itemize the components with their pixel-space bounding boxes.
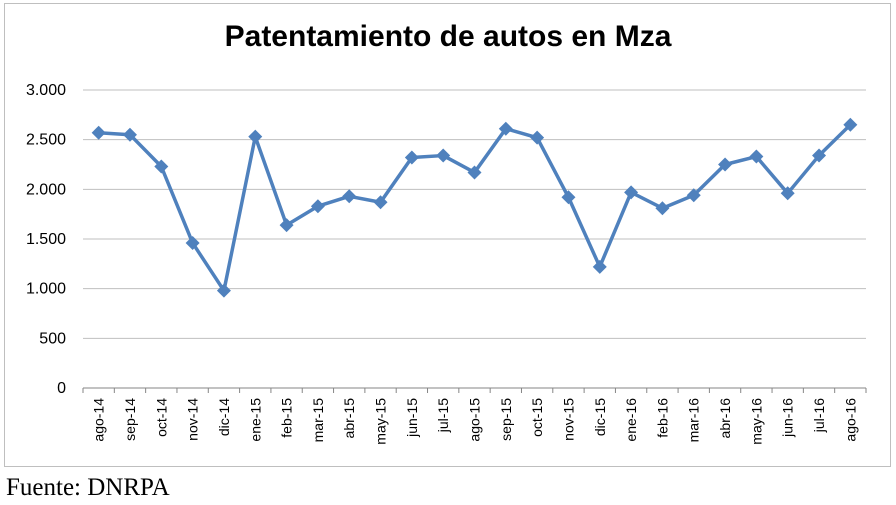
x-tick-label: jun-15: [404, 398, 420, 438]
x-tick-label: ago-15: [467, 398, 483, 442]
x-tick-label: nov-14: [185, 398, 201, 441]
series-line: [98, 123, 852, 293]
y-tick-label: 0: [57, 380, 66, 397]
data-point-marker: [655, 201, 670, 216]
data-point-marker: [843, 117, 858, 132]
chart-title: Patentamiento de autos en Mza: [224, 20, 672, 53]
data-point-marker: [592, 259, 607, 274]
x-tick-label: nov-15: [560, 398, 576, 441]
data-point-marker: [749, 149, 764, 164]
x-tick-label: sep-15: [498, 398, 514, 441]
data-point-marker: [780, 186, 795, 201]
data-point-marker: [686, 188, 701, 203]
x-axis-ticks: ago-14 sep-14 oct-14 nov-14 dic-14 ene-15 feb-…: [82, 388, 867, 445]
data-point-marker: [404, 150, 419, 165]
x-tick-label: may-15: [373, 398, 389, 445]
y-tick-label: 1.500: [26, 231, 66, 248]
x-tick-label: abr-15: [341, 398, 357, 439]
x-tick-label: sep-14: [122, 398, 138, 441]
x-tick-label: feb-15: [279, 398, 295, 438]
data-point-marker: [530, 130, 545, 145]
source-note: Fuente: DNRPA: [6, 474, 170, 501]
x-tick-label: ago-14: [91, 398, 107, 442]
series-line-group: [91, 117, 858, 298]
x-tick-label: feb-16: [654, 398, 670, 438]
x-tick-label: jun-16: [780, 398, 796, 438]
x-tick-label: mar-15: [310, 398, 326, 443]
x-tick-label: dic-14: [216, 398, 232, 436]
gridlines: [83, 89, 866, 389]
y-tick-label: 2.500: [26, 132, 66, 149]
data-point-marker: [436, 148, 451, 163]
chart-frame: [4, 3, 891, 467]
data-point-marker: [812, 148, 827, 163]
data-point-marker: [624, 185, 639, 200]
y-tick-label: 1.000: [26, 281, 66, 298]
data-point-marker: [498, 121, 513, 136]
data-point-marker: [467, 165, 482, 180]
x-tick-label: oct-15: [529, 398, 545, 437]
data-point-marker: [373, 195, 388, 210]
data-point-marker: [185, 235, 200, 250]
x-tick-label: ene-15: [247, 398, 263, 442]
data-point-marker: [122, 127, 137, 142]
y-tick-label: 500: [39, 330, 66, 347]
x-tick-label: ene-16: [623, 398, 639, 442]
data-point-marker: [310, 199, 325, 214]
data-point-marker: [91, 125, 106, 140]
x-tick-label: oct-14: [153, 398, 169, 437]
data-point-marker: [718, 157, 733, 172]
data-point-marker: [279, 218, 294, 233]
x-tick-label: abr-16: [717, 398, 733, 439]
y-axis-ticks: 0 500 1.000 1.500 2.000 2.500 3.000: [26, 82, 66, 397]
x-tick-label: jul-15: [435, 398, 451, 433]
y-tick-label: 3.000: [26, 82, 66, 99]
data-point-marker: [561, 190, 576, 205]
x-tick-label: ago-16: [842, 398, 858, 442]
x-tick-label: dic-15: [592, 398, 608, 436]
data-point-marker: [248, 129, 263, 144]
data-point-marker: [216, 283, 231, 298]
data-point-marker: [154, 159, 169, 174]
line-chart: 0 500 1.000 1.500 2.000 2.500 3.000 ago-14 sep-…: [26, 82, 867, 445]
x-tick-label: jul-16: [811, 398, 827, 433]
data-point-marker: [342, 189, 357, 204]
x-tick-label: may-16: [748, 398, 764, 445]
y-tick-label: 2.000: [26, 181, 66, 198]
x-tick-label: mar-16: [686, 398, 702, 443]
